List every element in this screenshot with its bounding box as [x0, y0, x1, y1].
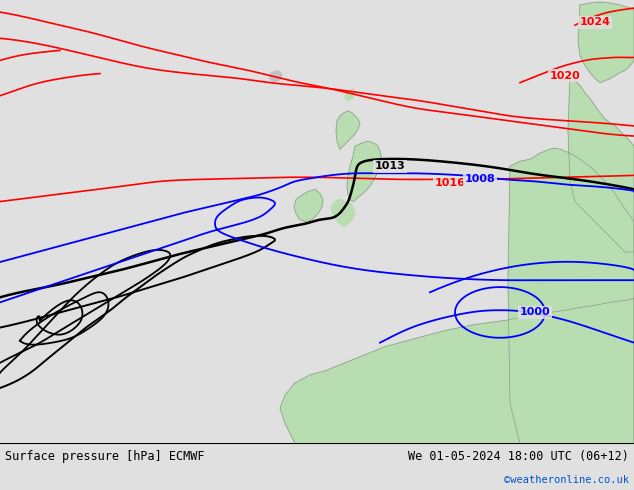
- Polygon shape: [345, 89, 355, 101]
- Text: Surface pressure [hPa] ECMWF: Surface pressure [hPa] ECMWF: [5, 450, 205, 463]
- Text: 1016: 1016: [434, 178, 465, 189]
- Text: 1000: 1000: [520, 307, 550, 318]
- Polygon shape: [347, 141, 382, 201]
- Text: ©weatheronline.co.uk: ©weatheronline.co.uk: [504, 475, 629, 485]
- Polygon shape: [331, 199, 355, 227]
- Text: 1013: 1013: [375, 161, 405, 172]
- Text: 1008: 1008: [465, 174, 495, 184]
- Text: 1024: 1024: [579, 17, 611, 27]
- Polygon shape: [578, 2, 634, 83]
- Polygon shape: [294, 190, 323, 222]
- Polygon shape: [336, 111, 360, 149]
- Text: 1020: 1020: [550, 71, 580, 80]
- Polygon shape: [280, 298, 634, 443]
- Polygon shape: [270, 71, 282, 83]
- Polygon shape: [508, 148, 634, 443]
- Text: We 01-05-2024 18:00 UTC (06+12): We 01-05-2024 18:00 UTC (06+12): [408, 450, 629, 463]
- Polygon shape: [568, 75, 634, 252]
